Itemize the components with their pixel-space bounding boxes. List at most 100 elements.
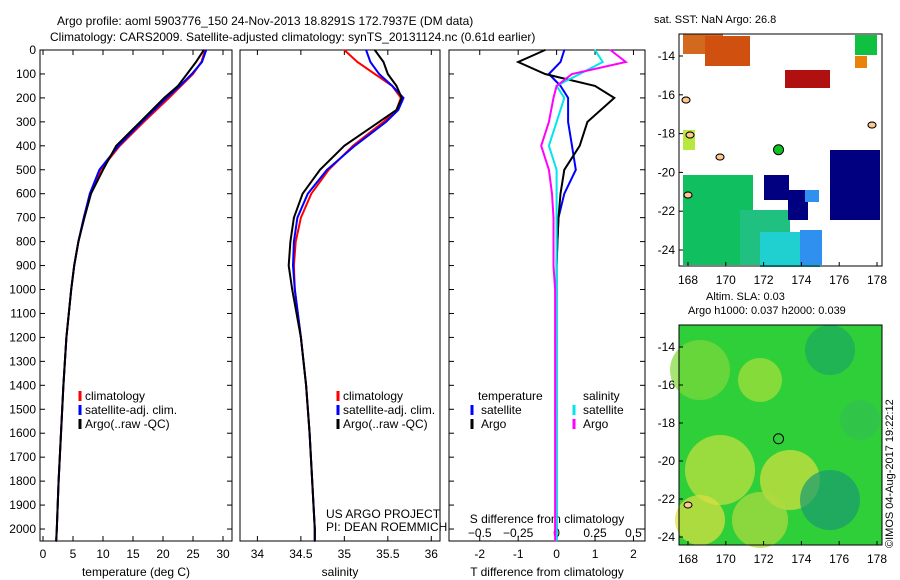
data-point: [310, 192, 313, 195]
data-point: [563, 192, 566, 195]
data-point: [289, 240, 292, 243]
data-point: [365, 49, 367, 51]
data-point: [540, 145, 543, 147]
legend-label: Argo: [583, 417, 609, 431]
map-x-tick-label: 172: [754, 552, 774, 566]
map-y-tick-label: -22: [658, 204, 676, 218]
x-tick-label: -2: [474, 547, 485, 561]
x-tick-label: -1: [513, 547, 524, 561]
data-point: [548, 168, 550, 171]
map-x-tick-label: 178: [867, 552, 887, 566]
data-point: [65, 336, 68, 339]
data-point: [378, 73, 380, 75]
data-point: [563, 168, 566, 171]
data-point: [555, 528, 558, 530]
x2-tick-label: −0.5: [468, 526, 492, 540]
y-tick-label: 500: [16, 163, 36, 177]
data-point: [563, 49, 566, 51]
data-point: [177, 85, 179, 87]
legend-label: satellite-adj. clim.: [85, 403, 177, 417]
y-tick-label: 200: [16, 91, 36, 105]
data-point: [559, 61, 562, 63]
map-x-tick-label: 170: [716, 273, 736, 287]
data-point: [555, 336, 558, 339]
series-line-s-satellite-s-units-: [547, 49, 605, 541]
x-tick-label: 0: [553, 547, 560, 561]
sst-map: [679, 34, 882, 509]
map-y-tick-label: -14: [658, 340, 676, 354]
map-x-tick-label: 174: [791, 273, 811, 287]
y-tick-label: 1800: [9, 474, 36, 488]
x-tick-label: 35.5: [376, 547, 400, 561]
y-tick-label: 700: [16, 211, 36, 225]
x2-tick-label: 0.25: [583, 526, 607, 540]
data-point: [55, 540, 57, 542]
data-point: [139, 121, 141, 123]
data-point: [555, 121, 558, 123]
data-point: [609, 49, 612, 51]
sst-map-title: sat. SST: NaN Argo: 26.8: [654, 14, 777, 26]
legend-title-salinity: salinity: [583, 389, 620, 403]
data-point: [313, 528, 316, 530]
sst-cell: [830, 150, 880, 220]
data-point: [301, 192, 304, 195]
island-shape: [683, 191, 693, 199]
data-point: [293, 216, 295, 219]
data-point: [77, 240, 80, 243]
data-point: [378, 121, 380, 123]
data-point: [308, 432, 311, 435]
data-point: [552, 97, 555, 99]
data-point: [586, 121, 589, 123]
map-x-tick-label: 172: [754, 273, 774, 287]
data-point: [557, 216, 560, 219]
data-point: [326, 168, 328, 171]
data-point: [391, 85, 393, 87]
data-point: [300, 336, 302, 339]
sla-blob: [732, 492, 788, 548]
data-point: [191, 73, 193, 75]
data-point: [353, 145, 356, 147]
data-point: [554, 288, 556, 291]
y-tick-label: 0: [29, 43, 36, 57]
x-tick-label: 15: [126, 547, 140, 561]
data-point: [594, 49, 596, 51]
map-y-tick-label: -14: [658, 49, 676, 63]
map-x-tick-label: 168: [678, 273, 698, 287]
data-point: [98, 168, 101, 171]
y-tick-label: 1700: [9, 450, 36, 464]
panel-frame-1: [239, 49, 441, 542]
data-point: [594, 85, 596, 87]
data-point: [601, 61, 604, 63]
map-y-tick-label: -20: [658, 454, 676, 468]
data-point: [292, 264, 294, 267]
data-point: [83, 216, 86, 219]
data-point: [201, 61, 203, 63]
data-point: [555, 85, 558, 87]
data-point: [382, 121, 385, 123]
legend-label: satellite-adj. clim.: [343, 403, 435, 417]
data-point: [554, 540, 556, 542]
x-tick-label: 25: [186, 547, 200, 561]
data-point: [287, 264, 290, 267]
data-point: [552, 216, 555, 219]
series-line-satellite-adj-clim-: [291, 49, 405, 541]
data-point: [395, 109, 398, 111]
map-x-tick-label: 170: [716, 552, 736, 566]
series-line-s-argo-s-units-: [540, 49, 629, 541]
data-point: [313, 540, 316, 542]
data-point: [117, 145, 120, 147]
map-y-tick-label: -24: [658, 530, 676, 544]
data-point: [115, 145, 117, 147]
y-tick-label: 600: [16, 187, 36, 201]
data-point: [613, 97, 616, 99]
map-y-tick-label: -22: [658, 492, 676, 506]
data-point: [544, 49, 546, 51]
sst-cell: [764, 175, 789, 200]
legend-label: Argo(..raw -QC): [343, 417, 428, 431]
data-point: [205, 49, 207, 51]
series-line-argo-raw-qc-: [287, 49, 403, 541]
x-tick-label: 0: [40, 547, 47, 561]
y-tick-label: 1500: [9, 402, 36, 416]
sla-blob: [800, 470, 860, 530]
x2-tick-label: −0.25: [503, 526, 534, 540]
